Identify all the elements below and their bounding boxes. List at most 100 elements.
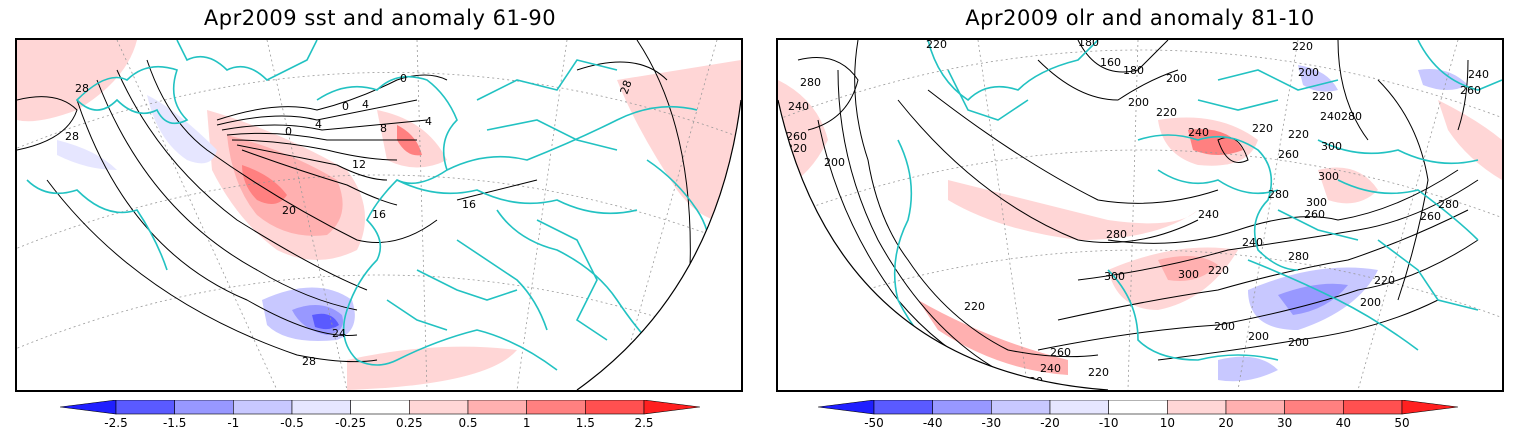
olr-colorbar-labels: -50 -40 -30 -20 -10 10 20 30 40 50 bbox=[818, 416, 1458, 430]
olr-colorbar-segment bbox=[932, 400, 992, 415]
sst-colorbar-segment bbox=[585, 400, 645, 415]
olr-contour-label: 240 bbox=[1468, 68, 1489, 81]
olr-contour-label: 260 bbox=[1278, 148, 1299, 161]
sst-map-svg: 28 28 0 0 4 0 4 8 4 12 20 16 16 24 28 28 bbox=[17, 40, 741, 390]
olr-colorbar-segment bbox=[1343, 400, 1403, 415]
sst-colorbar-segment bbox=[467, 400, 527, 415]
sst-colorbar-label: -1 bbox=[227, 416, 240, 430]
sst-colorbar-label: 2.5 bbox=[634, 416, 654, 430]
sst-colorbar-segment bbox=[350, 400, 410, 415]
olr-contour-label: 220 bbox=[1252, 122, 1273, 135]
sst-colorbar-arrow-high bbox=[643, 400, 700, 415]
olr-contour-label: 240 bbox=[1040, 362, 1061, 375]
olr-contour-label: 240 bbox=[1320, 110, 1341, 123]
olr-anom-positive bbox=[1318, 167, 1378, 204]
olr-colorbar-label: 10 bbox=[1159, 416, 1175, 430]
olr-colorbar-segment bbox=[1167, 400, 1227, 415]
sst-colorbar-label: -0.25 bbox=[335, 416, 367, 430]
olr-colorbar-label: 50 bbox=[1394, 416, 1410, 430]
sst-colorbar-label: -1.5 bbox=[162, 416, 187, 430]
olr-contour-label: 300 bbox=[1318, 170, 1339, 183]
olr-contour-labels: 220 180 220 280 160 180 200 200 240 260 … bbox=[786, 40, 1489, 388]
olr-contour-label: 240 bbox=[788, 100, 809, 113]
olr-title: Apr2009 olr and anomaly 81-10 bbox=[965, 6, 1315, 30]
olr-contour-label: 220 bbox=[1088, 366, 1109, 379]
sst-contour-label: 12 bbox=[352, 158, 366, 171]
sst-contour-label: 28 bbox=[65, 130, 79, 143]
olr-contour-label: 260 bbox=[1304, 208, 1325, 221]
olr-contour-label: 280 bbox=[1438, 198, 1459, 211]
olr-colorbar-label: -50 bbox=[864, 416, 884, 430]
sst-contour-label: 28 bbox=[75, 82, 89, 95]
olr-anom-positive bbox=[1188, 129, 1243, 155]
olr-contour-label: 220 bbox=[1208, 264, 1229, 277]
sst-colorbar-segment bbox=[174, 400, 234, 415]
sst-graticule bbox=[17, 40, 741, 390]
olr-contour-label: 240 bbox=[1198, 208, 1219, 221]
olr-colorbar bbox=[818, 400, 1458, 415]
sst-contour-label: 28 bbox=[618, 78, 635, 96]
olr-anom-positive bbox=[948, 180, 1198, 240]
sst-colorbar-segment bbox=[115, 400, 175, 415]
olr-contour-label: 220 bbox=[926, 40, 947, 51]
sst-contour-label: 4 bbox=[315, 118, 322, 131]
olr-contour-label: 200 bbox=[824, 156, 845, 169]
olr-contour-label: 200 bbox=[1166, 72, 1187, 85]
olr-contour-label: 200 bbox=[1248, 330, 1269, 343]
olr-anom-negative bbox=[1298, 65, 1338, 92]
olr-colorbar-segment bbox=[1225, 400, 1285, 415]
olr-colorbar-segment bbox=[873, 400, 933, 415]
sst-anom-negative bbox=[312, 313, 339, 330]
olr-contours bbox=[797, 40, 1479, 386]
olr-contour-label: 220 bbox=[1156, 106, 1177, 119]
olr-contour-label: 180 bbox=[1123, 64, 1144, 77]
sst-panel: Apr2009 sst and anomaly 61-90 bbox=[15, 6, 743, 430]
olr-contour-label: 180 bbox=[1078, 40, 1099, 49]
olr-contour-label: 260 bbox=[1050, 346, 1071, 359]
olr-contour-label: 200 bbox=[1360, 296, 1381, 309]
sst-contour-label: 28 bbox=[302, 355, 316, 368]
olr-contour-label: 240 bbox=[1188, 126, 1209, 139]
olr-colorbar-segment bbox=[1049, 400, 1109, 415]
sst-colorbar-label: 0.25 bbox=[395, 416, 423, 430]
sst-contour-labels: 28 28 0 0 4 0 4 8 4 12 20 16 16 24 28 28 bbox=[65, 72, 635, 368]
olr-map-svg: 220 180 220 280 160 180 200 200 240 260 … bbox=[778, 40, 1502, 390]
olr-anom-negative bbox=[1418, 69, 1468, 90]
sst-colorbar-label: -0.5 bbox=[280, 416, 304, 430]
olr-colorbar-segment bbox=[1108, 400, 1168, 415]
sst-contour-label: 24 bbox=[332, 327, 346, 340]
olr-anom-positive bbox=[918, 300, 1068, 375]
sst-colorbar-segment bbox=[233, 400, 293, 415]
olr-anom-negative bbox=[1278, 283, 1348, 315]
sst-colorbar-label: 1.5 bbox=[575, 416, 595, 430]
olr-colorbar-label: -40 bbox=[922, 416, 943, 430]
sst-contour-label: 8 bbox=[380, 122, 387, 135]
olr-contour-label: 260 bbox=[1460, 84, 1481, 97]
sst-contours bbox=[17, 40, 691, 390]
sst-colorbar-segment bbox=[291, 400, 351, 415]
sst-colorbar-label: 0.5 bbox=[458, 416, 478, 430]
sst-contour-label: 0 bbox=[285, 125, 292, 138]
olr-anom-negative bbox=[1218, 356, 1278, 382]
olr-colorbar-label: -30 bbox=[981, 416, 1002, 430]
sst-domain-edge bbox=[576, 99, 741, 390]
olr-contour-label: 280 bbox=[1268, 188, 1289, 201]
sst-colorbar-segment bbox=[526, 400, 586, 415]
olr-contour-label: 220 bbox=[964, 300, 985, 313]
olr-contour-label: 220 bbox=[1292, 40, 1313, 53]
olr-contour-label: 220 bbox=[1312, 90, 1333, 103]
olr-contour-label: 220 bbox=[1374, 274, 1395, 287]
olr-contour-label: 200 bbox=[1298, 66, 1319, 79]
olr-panel: Apr2009 olr and anomaly 81-10 bbox=[760, 0, 1520, 430]
sst-colorbar-label: -2.5 bbox=[104, 416, 128, 430]
olr-colorbar-segment bbox=[1284, 400, 1344, 415]
olr-contour-label: 300 bbox=[1178, 268, 1199, 281]
sst-contour-label: 4 bbox=[362, 98, 369, 111]
sst-anom-positive bbox=[242, 165, 287, 204]
sst-title: Apr2009 sst and anomaly 61-90 bbox=[203, 6, 557, 30]
olr-contour-label: 200 bbox=[1288, 336, 1309, 349]
sst-contour-label: 0 bbox=[400, 72, 407, 85]
olr-contour-label: 200 bbox=[1128, 96, 1149, 109]
sst-colorbar-segment bbox=[409, 400, 469, 415]
olr-contour-label: 300 bbox=[1321, 140, 1342, 153]
